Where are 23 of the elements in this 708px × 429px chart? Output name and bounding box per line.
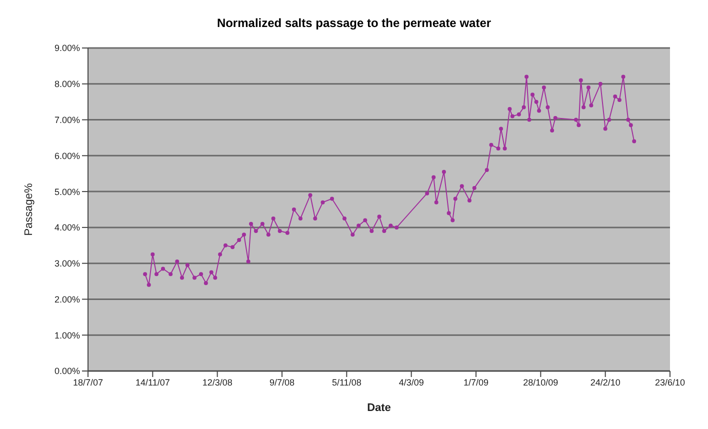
y-tick-label: 7.00% xyxy=(54,114,80,125)
y-tick-label: 0.00% xyxy=(54,366,80,376)
y-tick-label: 4.00% xyxy=(54,222,80,233)
y-tick-label: 9.00% xyxy=(54,43,80,54)
y-tick-label: 1.00% xyxy=(54,330,80,340)
y-tick-label: 6.00% xyxy=(54,150,80,161)
y-tick-label: 2.00% xyxy=(54,294,80,304)
x-tick-label: 4/3/09 xyxy=(398,377,424,388)
x-tick-label: 14/11/07 xyxy=(135,377,170,388)
x-tick-label: 9/7/08 xyxy=(269,377,295,388)
x-tick-label: 18/7/07 xyxy=(72,377,104,388)
x-tick-label: 28/10/09 xyxy=(523,377,558,388)
x-tick-label: 1/7/09 xyxy=(463,377,489,388)
y-axis-title: Passage% xyxy=(22,182,35,236)
x-tick-label: 12/3/08 xyxy=(202,377,232,388)
y-tick-label: 5.00% xyxy=(54,186,80,197)
x-tick-label: 5/11/08 xyxy=(332,377,362,388)
y-tick-label: 8.00% xyxy=(54,79,80,90)
chart-title: Normalized salts passage to the permeate water xyxy=(216,15,492,32)
y-tick-label: 3.00% xyxy=(54,258,80,269)
x-tick-label: 24/2/10 xyxy=(590,377,620,388)
x-axis-title: Date xyxy=(367,402,391,414)
x-tick-label: 23/6/10 xyxy=(654,377,686,388)
